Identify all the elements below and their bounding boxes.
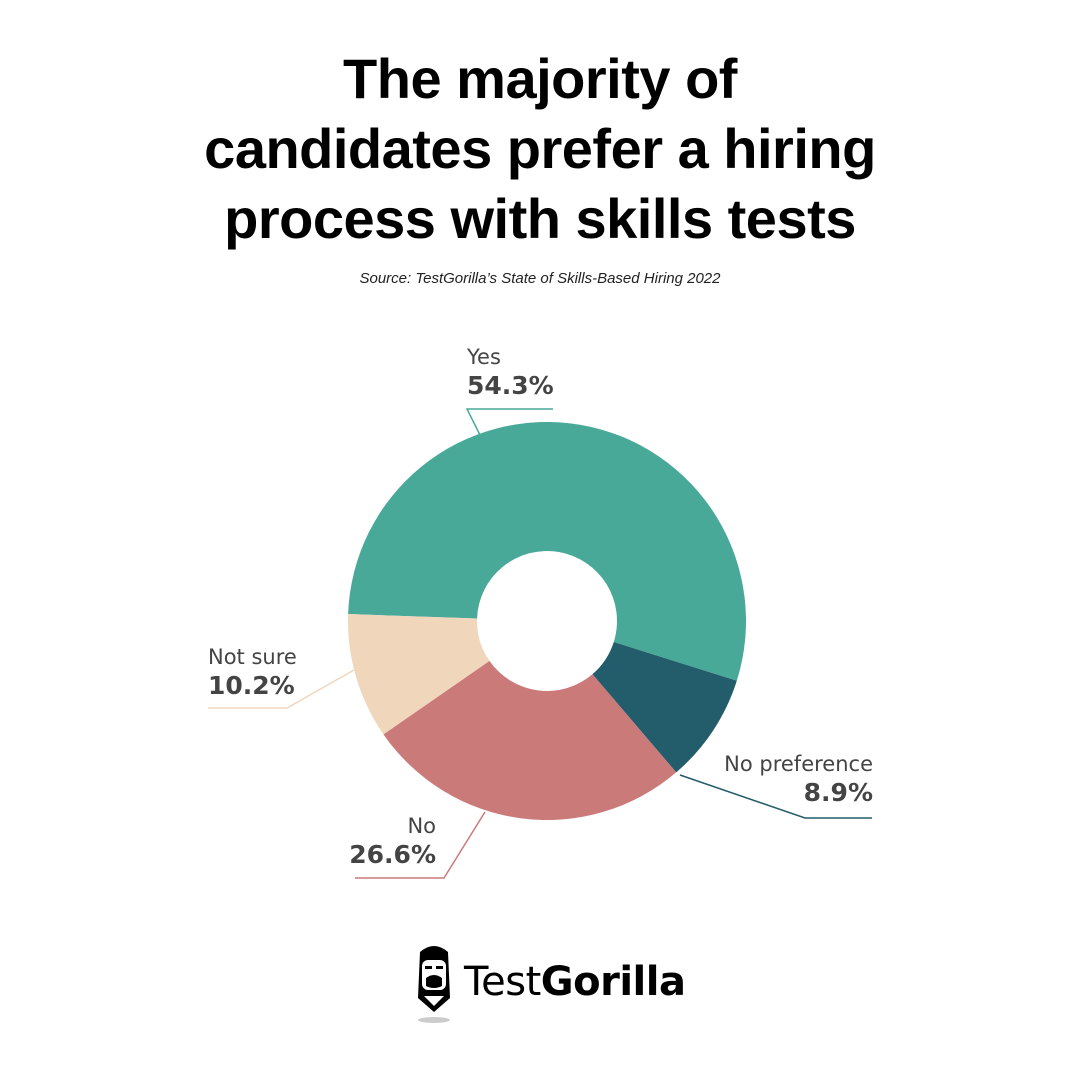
label-not-sure: Not sure 10.2% (208, 643, 297, 701)
label-no-preference: No preference 8.9% (724, 750, 873, 808)
slice-label: Not sure (208, 645, 297, 669)
brand-name: TestGorilla (464, 959, 686, 1005)
slice-value: 8.9% (803, 778, 873, 807)
slice-label: No (407, 814, 436, 838)
leader-line-no-preference (679, 774, 872, 819)
leader-line-not-sure (208, 669, 355, 709)
slice-label: No preference (724, 752, 873, 776)
slice-value: 26.6% (349, 840, 436, 869)
source-note: Source: TestGorilla’s State of Skills-Ba… (359, 270, 721, 287)
title-line: process with skills tests (224, 187, 856, 250)
testgorilla-logo: TestGorilla (414, 940, 686, 1024)
leader-line-yes (465, 408, 553, 438)
gorilla-pencil-icon (418, 946, 450, 1023)
title-line: The majority of (343, 47, 737, 110)
slice-value: 10.2% (208, 671, 295, 700)
slice-no (383, 660, 677, 821)
slice-no-preference (592, 642, 737, 773)
page-title: The majority of candidates prefer a hiri… (0, 44, 1080, 254)
slice-value: 54.3% (467, 371, 554, 400)
brand-light: Test (464, 959, 541, 1005)
leader-line-no (355, 811, 486, 879)
title-line: candidates prefer a hiring (204, 117, 876, 180)
slice-label: Yes (467, 345, 501, 369)
slice-yes (348, 422, 746, 681)
label-no: No 26.6% (349, 812, 436, 870)
brand-bold: Gorilla (540, 959, 686, 1005)
slice-not-sure (347, 614, 490, 735)
label-yes: Yes 54.3% (467, 343, 554, 401)
